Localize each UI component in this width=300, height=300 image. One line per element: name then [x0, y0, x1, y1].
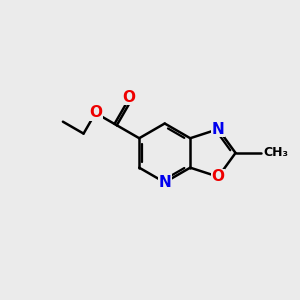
Text: CH₃: CH₃ [264, 146, 289, 159]
Text: O: O [89, 106, 102, 121]
Text: N: N [212, 122, 225, 136]
Text: N: N [158, 175, 171, 190]
Text: O: O [122, 90, 135, 105]
Text: O: O [212, 169, 225, 184]
